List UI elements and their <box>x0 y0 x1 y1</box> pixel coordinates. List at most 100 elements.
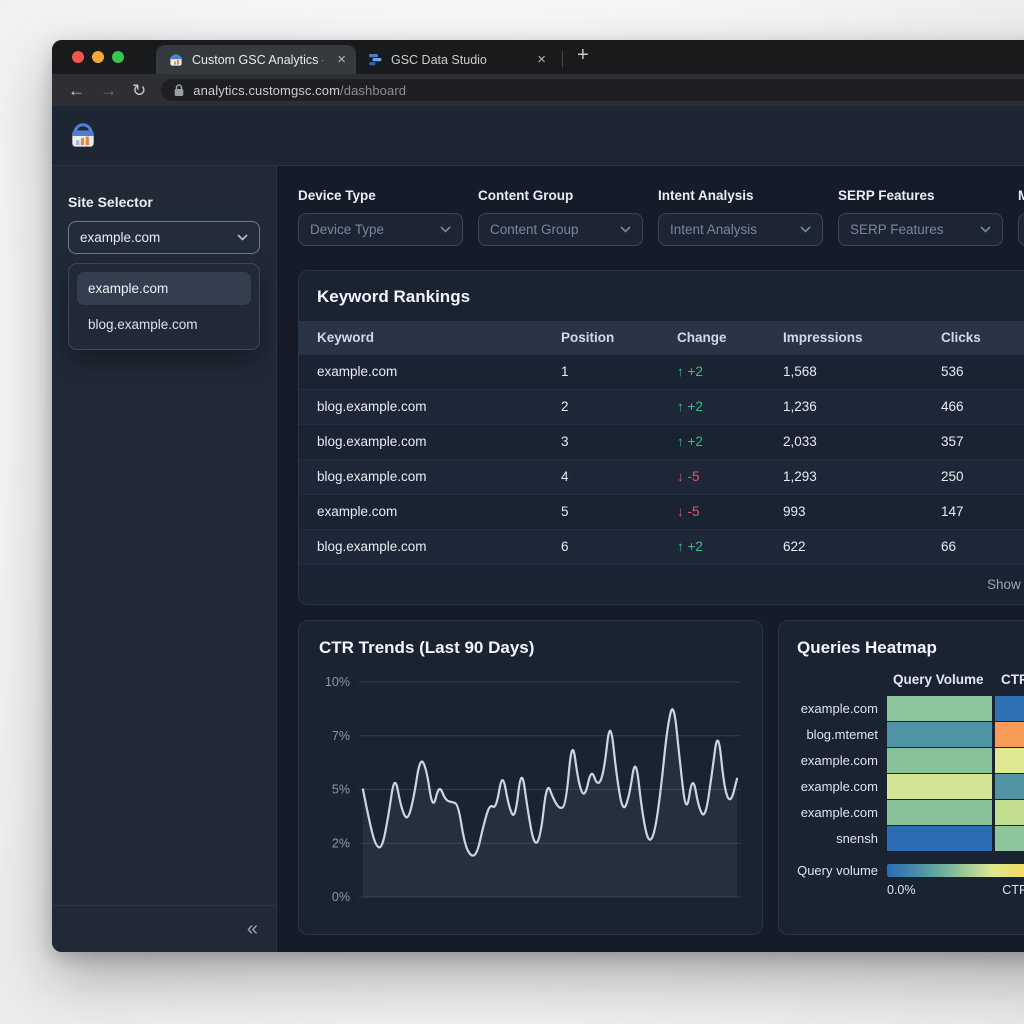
address-bar[interactable]: analytics.customgsc.com/dashboard <box>161 79 1024 101</box>
dashboard-page: Site Selector example.com example.comblo… <box>52 106 1024 952</box>
cell-clicks: 536 <box>941 354 1024 389</box>
url-path: /dashboard <box>340 83 406 98</box>
minimize-window-button[interactable] <box>92 51 104 63</box>
cell-change: ↓ -5 <box>677 494 783 529</box>
y-axis-tick-label: 0% <box>332 890 350 904</box>
table-row[interactable]: blog.example.com 2 ↑ +2 1,236 466 <box>299 389 1024 424</box>
close-tab-icon[interactable]: × <box>537 52 546 67</box>
cell-clicks: 66 <box>941 529 1024 564</box>
cell-impressions: 993 <box>783 494 941 529</box>
heatmap-legend: Query volume 0.0% CTR <box>797 863 1024 897</box>
column-header-keyword[interactable]: Keyword <box>299 321 561 354</box>
cell-keyword: blog.example.com <box>299 529 561 564</box>
heatmap-row-label: snensh <box>797 831 884 846</box>
cell-keyword: blog.example.com <box>299 389 561 424</box>
filter-placeholder: Content Group <box>490 222 579 237</box>
heatmap-cell[interactable] <box>995 800 1024 825</box>
reload-icon[interactable]: ↻ <box>132 82 146 99</box>
change-arrow-icon: ↑ +2 <box>677 434 703 449</box>
keyword-rankings-table: Keyword Position Change Impressions Clic… <box>299 321 1024 564</box>
chevron-down-icon <box>980 226 991 233</box>
filter-dropdown[interactable] <box>1018 213 1024 246</box>
heatmap-cell[interactable] <box>887 774 992 799</box>
url-text: analytics.customgsc.com/dashboard <box>193 83 406 98</box>
table-row[interactable]: blog.example.com 6 ↑ +2 622 66 <box>299 529 1024 564</box>
site-selector-dropdown[interactable]: example.com <box>68 221 260 254</box>
filter-dropdown[interactable]: Device Type <box>298 213 463 246</box>
heatmap-cell[interactable] <box>995 748 1024 773</box>
site-selector-value: example.com <box>80 230 160 245</box>
lock-icon <box>174 84 184 97</box>
tab-title: GSC Data Studio <box>391 53 523 67</box>
table-row[interactable]: blog.example.com 4 ↓ -5 1,293 250 <box>299 459 1024 494</box>
tab-strip: Custom GSC Analytics - Dash × GSC Data S… <box>52 40 1024 74</box>
heatmap-cell[interactable] <box>887 826 992 851</box>
filter-placeholder: Intent Analysis <box>670 222 757 237</box>
heatmap-cell[interactable] <box>995 826 1024 851</box>
filter: Intent Analysis Intent Analysis <box>658 188 823 246</box>
ctr-trends-title: CTR Trends (Last 90 Days) <box>319 638 742 658</box>
collapse-sidebar-icon[interactable]: « <box>247 918 258 941</box>
cell-impressions: 1,293 <box>783 459 941 494</box>
filter-placeholder: Device Type <box>310 222 384 237</box>
close-tab-icon[interactable]: × <box>337 52 346 67</box>
heatmap-cell[interactable] <box>995 722 1024 747</box>
cell-keyword: example.com <box>299 494 561 529</box>
heatmap-cell[interactable] <box>887 800 992 825</box>
app-header <box>52 106 1024 166</box>
heatmap-cell[interactable] <box>887 748 992 773</box>
table-row[interactable]: example.com 1 ↑ +2 1,568 536 <box>299 354 1024 389</box>
change-arrow-icon: ↑ +2 <box>677 364 703 379</box>
table-row[interactable]: blog.example.com 3 ↑ +2 2,033 357 <box>299 424 1024 459</box>
filter-dropdown[interactable]: SERP Features <box>838 213 1003 246</box>
filter-dropdown[interactable]: Intent Analysis <box>658 213 823 246</box>
site-option[interactable]: blog.example.com <box>77 308 251 341</box>
filter: M <box>1018 188 1024 246</box>
heatmap-legend-gradient-bar <box>887 864 1024 877</box>
column-header-change[interactable]: Change <box>677 321 783 354</box>
gsc-app-logo <box>67 120 99 152</box>
column-header-position[interactable]: Position <box>561 321 677 354</box>
heatmap-row-label: example.com <box>797 701 884 716</box>
filter: SERP Features SERP Features <box>838 188 1003 246</box>
show-more-link[interactable]: Show <box>987 577 1021 592</box>
cell-change: ↑ +2 <box>677 354 783 389</box>
new-tab-button[interactable]: + <box>577 44 589 67</box>
change-arrow-icon: ↑ +2 <box>677 399 703 414</box>
filter-label: Intent Analysis <box>658 188 823 203</box>
back-icon[interactable]: ← <box>68 82 85 99</box>
forward-icon[interactable]: → <box>100 82 117 99</box>
cell-position: 5 <box>561 494 677 529</box>
cell-clicks: 357 <box>941 424 1024 459</box>
heatmap-col-query-volume: Query Volume <box>887 672 992 687</box>
sidebar-footer: « <box>52 905 276 952</box>
maximize-window-button[interactable] <box>112 51 124 63</box>
filter-bar: Device Type Device Type Content Group Co… <box>298 188 1024 246</box>
column-header-clicks[interactable]: Clicks <box>941 321 1024 354</box>
cell-impressions: 1,236 <box>783 389 941 424</box>
y-axis-tick-label: 10% <box>325 675 350 689</box>
site-option[interactable]: example.com <box>77 272 251 305</box>
cell-impressions: 2,033 <box>783 424 941 459</box>
heatmap-cell[interactable] <box>995 696 1024 721</box>
heatmap-cell[interactable] <box>887 696 992 721</box>
change-arrow-icon: ↓ -5 <box>677 504 700 519</box>
tab-data-studio[interactable]: GSC Data Studio × <box>356 45 556 74</box>
table-row[interactable]: example.com 5 ↓ -5 993 147 <box>299 494 1024 529</box>
heatmap-cell[interactable] <box>995 774 1024 799</box>
heatmap-legend-min: 0.0% <box>887 883 916 897</box>
heatmap-grid: example.comblog.mtemetexample.comexample… <box>797 696 1024 851</box>
heatmap-row-label: example.com <box>797 779 884 794</box>
tab-gsc-analytics[interactable]: Custom GSC Analytics - Dash × <box>156 45 356 74</box>
cell-position: 6 <box>561 529 677 564</box>
filter-dropdown[interactable]: Content Group <box>478 213 643 246</box>
queries-heatmap-card: Queries Heatmap Query Volume CTR example… <box>778 620 1024 935</box>
heatmap-cell[interactable] <box>887 722 992 747</box>
page-content: Site Selector example.com example.comblo… <box>52 166 1024 952</box>
close-window-button[interactable] <box>72 51 84 63</box>
chevron-down-icon <box>620 226 631 233</box>
cell-position: 4 <box>561 459 677 494</box>
cell-change: ↑ +2 <box>677 424 783 459</box>
column-header-impressions[interactable]: Impressions <box>783 321 941 354</box>
table-footer: Show <box>299 564 1024 604</box>
